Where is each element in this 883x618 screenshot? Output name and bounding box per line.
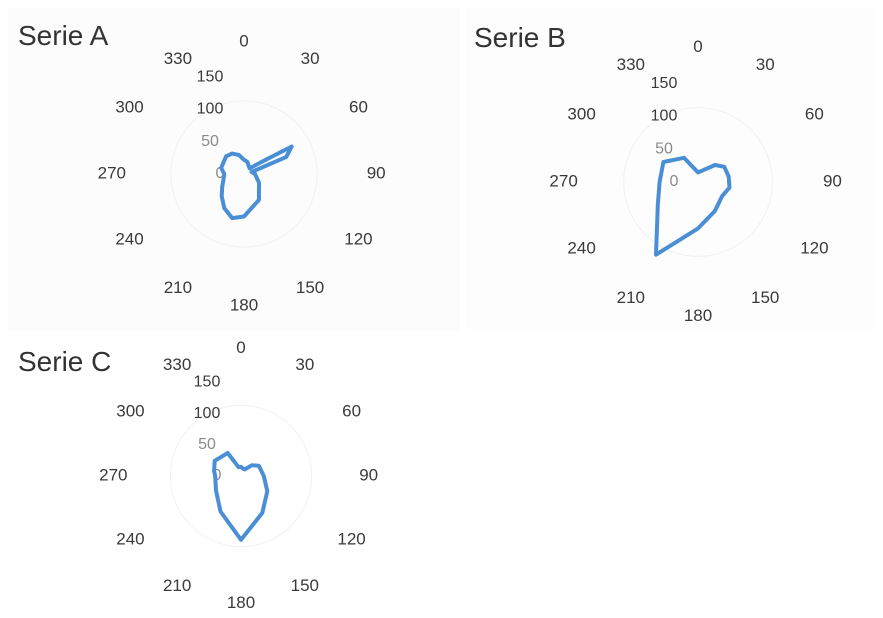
angle-label: 0 [236,338,245,357]
angle-label: 240 [115,230,143,249]
angle-label: 30 [756,55,775,74]
radar-series-line [654,155,732,257]
radial-tick-label: 0 [216,165,225,182]
angle-label: 300 [116,402,144,421]
angle-label: 90 [823,171,842,190]
chart-title: Serie C [18,346,112,377]
angle-label: 60 [342,402,361,421]
angle-label: 120 [344,230,372,249]
angle-label: 270 [99,465,127,484]
angle-label: 90 [367,163,386,182]
angle-label: 270 [549,171,577,190]
angle-label: 0 [239,31,248,50]
angle-label: 30 [301,49,320,68]
angle-label: 180 [230,296,258,315]
angle-label: 180 [684,306,712,325]
angle-label: 150 [291,576,319,595]
angle-label: 210 [617,288,645,307]
radial-tick-label: 150 [197,68,224,85]
angle-label: 120 [800,239,828,258]
radial-tick-label: 50 [201,133,219,150]
chart-title: Serie B [474,22,566,53]
radial-tick-label: 50 [198,436,216,453]
angle-label: 0 [693,37,702,56]
angle-label: 210 [164,278,192,297]
angle-label: 60 [349,97,368,116]
angle-label: 180 [227,593,255,612]
angle-label: 330 [163,355,191,374]
angle-label: 330 [164,49,192,68]
radar-chart-serie-a: 0 30 60 90 120 150 180 210 240 270 300 330 0 50 100 150 [98,31,386,315]
angle-label: 60 [805,104,824,123]
radial-tick-label: 50 [655,140,673,157]
angle-label: 150 [751,288,779,307]
radial-tick-label: 0 [670,173,679,190]
chart-panel-serie-a: Serie A 0 30 60 90 120 150 180 210 240 270 300 330 0… [8,8,460,330]
angle-label: 240 [567,239,595,258]
radar-grid-circle [169,404,313,548]
radar-chart-serie-b: 0 30 60 90 120 150 180 210 240 270 300 330 0 50 100 150 [549,37,842,325]
radial-tick-label: 100 [194,405,221,422]
radar-series-line [212,451,270,542]
angle-label: 150 [296,278,324,297]
radar-grid-circle [623,107,773,257]
radial-tick-label: 100 [197,101,224,118]
chart-panel-serie-c: Serie C 0 30 60 90 120 150 180 210 240 270 300 330 0… [8,336,460,616]
radial-tick-label: 150 [194,374,221,391]
chart-panel-serie-b: Serie B 0 30 60 90 120 150 180 210 240 270 300 330 0… [466,8,876,330]
radar-grid-circle [170,100,318,248]
radial-tick-label: 150 [651,75,678,92]
radar-series-line [219,144,294,221]
angle-label: 300 [567,104,595,123]
angle-label: 120 [337,529,365,548]
radial-tick-label: 100 [651,108,678,125]
angle-label: 90 [359,465,378,484]
chart-title: Serie A [18,20,109,51]
angle-label: 330 [617,55,645,74]
angle-label: 270 [98,163,126,182]
angle-label: 240 [116,529,144,548]
angle-label: 210 [163,576,191,595]
angle-label: 300 [115,97,143,116]
angle-label: 30 [295,355,314,374]
